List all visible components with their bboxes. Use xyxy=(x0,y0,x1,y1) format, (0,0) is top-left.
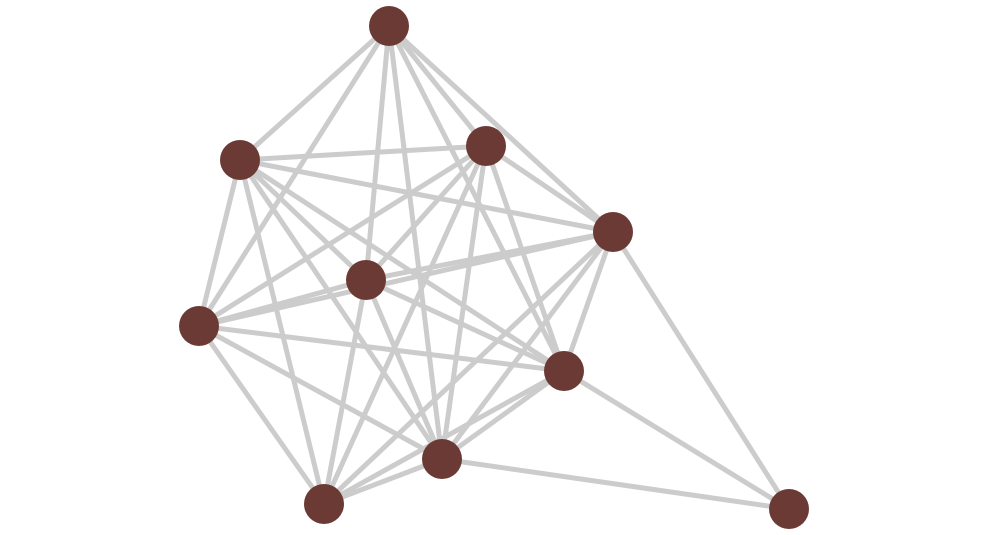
edge-C-I xyxy=(321,144,489,506)
node-D xyxy=(593,212,633,252)
edge-E-I xyxy=(321,279,369,505)
edge-G-J xyxy=(562,368,791,512)
edge-A-B xyxy=(238,24,391,162)
edge-H-I xyxy=(323,456,443,507)
edge-C-G xyxy=(483,145,567,372)
edge-C-H xyxy=(439,145,489,460)
node-B xyxy=(220,140,260,180)
edge-G-I xyxy=(322,368,566,507)
edge-E-F xyxy=(198,277,367,329)
edge-B-E xyxy=(238,158,368,282)
edge-G-H xyxy=(440,368,566,462)
node-H xyxy=(422,439,462,479)
edge-A-H xyxy=(386,25,445,460)
node-A xyxy=(369,6,409,46)
edge-B-C xyxy=(239,143,487,163)
edge-C-F xyxy=(197,143,488,329)
edge-B-G xyxy=(238,157,566,374)
node-E xyxy=(346,260,386,300)
node-J xyxy=(769,489,809,529)
edge-E-G xyxy=(364,277,566,374)
edge-D-I xyxy=(322,230,615,506)
edge-A-C xyxy=(387,24,488,148)
edge-A-F xyxy=(196,24,392,328)
edges xyxy=(196,24,792,512)
node-C xyxy=(466,126,506,166)
edge-H-J xyxy=(441,456,790,512)
edge-D-J xyxy=(610,230,792,511)
nodes xyxy=(179,6,809,529)
node-F xyxy=(179,306,219,346)
node-I xyxy=(304,484,344,524)
edge-C-D xyxy=(484,143,615,235)
edge-C-E xyxy=(364,144,488,282)
edge-F-I xyxy=(196,324,327,506)
edge-B-F xyxy=(196,159,243,327)
edge-A-D xyxy=(387,24,615,234)
edge-B-D xyxy=(239,157,614,235)
edge-D-G xyxy=(561,231,616,372)
node-G xyxy=(544,351,584,391)
edge-F-G xyxy=(198,323,565,374)
edge-F-H xyxy=(197,323,444,462)
edge-B-H xyxy=(237,158,445,461)
edge-E-H xyxy=(363,279,445,460)
edge-B-I xyxy=(237,159,327,505)
edge-D-F xyxy=(198,229,614,329)
